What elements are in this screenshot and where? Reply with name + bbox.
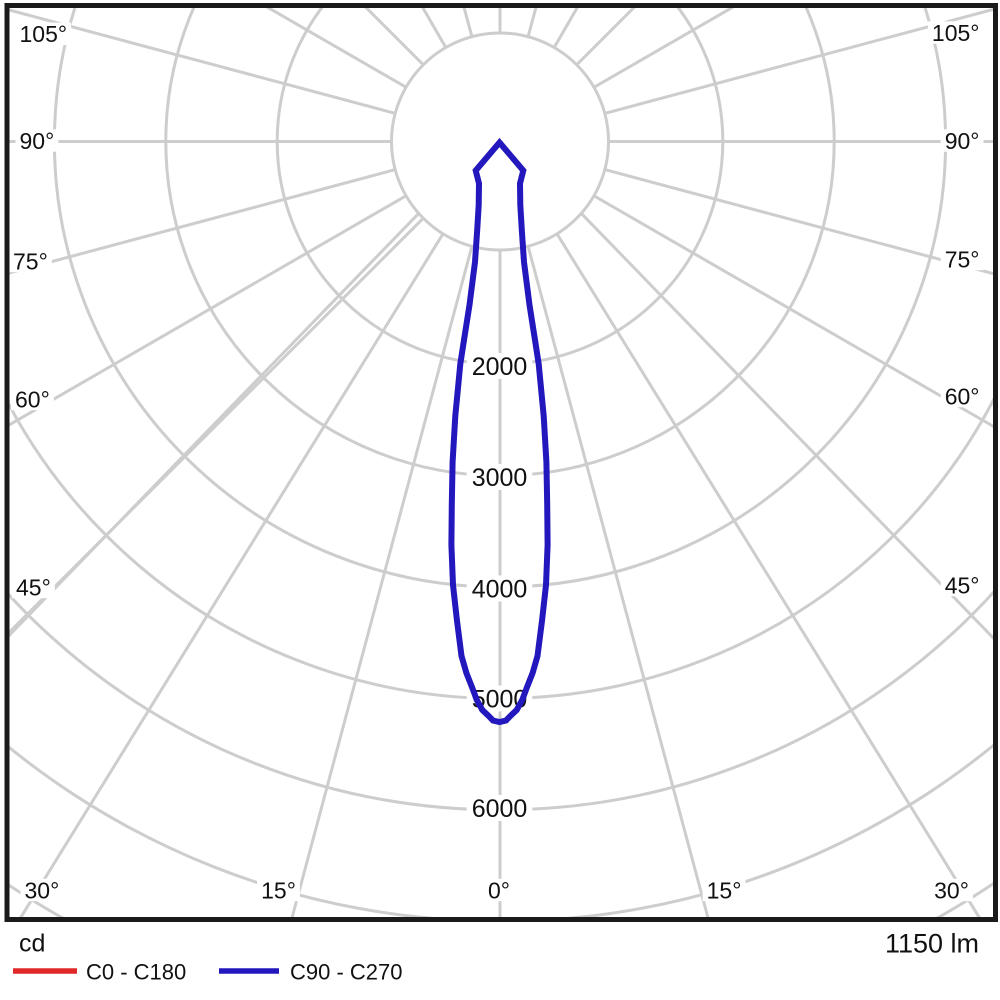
svg-text:75°: 75°: [945, 246, 980, 272]
svg-text:105°: 105°: [932, 20, 980, 46]
svg-text:90°: 90°: [945, 128, 980, 154]
svg-text:C90 - C270: C90 - C270: [290, 960, 403, 985]
svg-text:105°: 105°: [20, 21, 68, 47]
svg-text:15°: 15°: [707, 877, 742, 903]
svg-text:4000: 4000: [472, 576, 528, 604]
svg-text:C0 - C180: C0 - C180: [86, 960, 186, 985]
svg-text:3000: 3000: [472, 464, 528, 492]
svg-text:cd: cd: [19, 930, 45, 958]
svg-text:15°: 15°: [261, 877, 296, 903]
svg-text:1150 lm: 1150 lm: [885, 929, 979, 959]
svg-text:45°: 45°: [16, 574, 51, 600]
svg-text:0°: 0°: [488, 877, 510, 903]
svg-text:30°: 30°: [934, 877, 969, 903]
svg-text:30°: 30°: [25, 877, 60, 903]
svg-text:6000: 6000: [472, 795, 528, 823]
svg-text:60°: 60°: [15, 386, 50, 412]
svg-text:2000: 2000: [472, 353, 528, 381]
svg-text:75°: 75°: [13, 248, 48, 274]
svg-text:90°: 90°: [20, 128, 55, 154]
svg-text:45°: 45°: [945, 572, 980, 598]
svg-text:60°: 60°: [945, 383, 980, 409]
